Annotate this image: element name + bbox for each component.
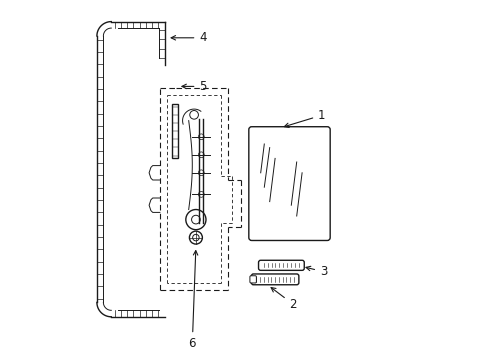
Bar <box>172 104 178 158</box>
Text: 1: 1 <box>284 109 325 127</box>
Text: 3: 3 <box>305 265 327 278</box>
FancyBboxPatch shape <box>258 260 304 270</box>
Text: 4: 4 <box>171 31 206 44</box>
Text: 5: 5 <box>182 80 206 93</box>
FancyBboxPatch shape <box>251 274 298 285</box>
Text: 6: 6 <box>188 251 198 350</box>
Text: 2: 2 <box>270 288 296 311</box>
FancyBboxPatch shape <box>248 127 329 240</box>
FancyBboxPatch shape <box>249 276 256 283</box>
